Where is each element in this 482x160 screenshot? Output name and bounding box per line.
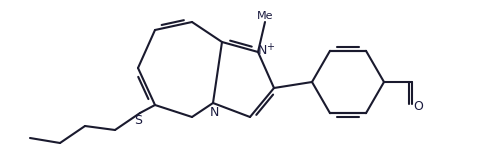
Text: S: S (134, 113, 142, 127)
Text: Me: Me (257, 11, 273, 21)
Text: O: O (413, 100, 423, 112)
Text: N: N (257, 44, 267, 57)
Text: +: + (266, 42, 274, 52)
Text: N: N (209, 105, 219, 119)
